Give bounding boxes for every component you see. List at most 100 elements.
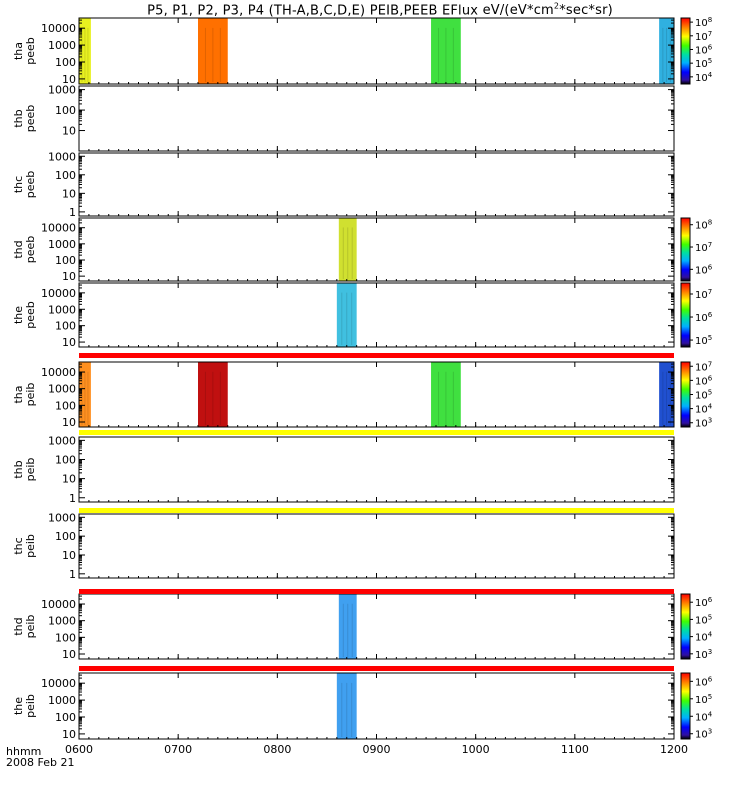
the_peib-band-0 <box>336 673 357 739</box>
thd_peeb-band-0 <box>338 218 357 281</box>
thd_peib-ytick-label-2: 1000 <box>48 615 76 628</box>
thb_peib-ytick-label-3: 1000 <box>48 434 76 447</box>
the_peib-ytick-label-0: 10 <box>62 728 76 741</box>
tha_peeb-colorbar-label-3: 107 <box>695 30 712 43</box>
x-tick-label-0: 0600 <box>65 743 93 756</box>
thc_peib-ytick-label-0: 1 <box>69 568 76 581</box>
thc_peib-ylabel-1: peib <box>24 534 37 558</box>
x-tick-label-5: 1100 <box>561 743 589 756</box>
the_peeb-colorbar-label-0: 105 <box>695 334 712 347</box>
separator-bar-2 <box>79 508 674 513</box>
thb_peib-ylabel-0: thb <box>12 460 25 478</box>
the_peeb-band-0 <box>336 283 357 347</box>
title-units-sup: 2 <box>553 2 560 11</box>
tha_peib-ylabel-0: tha <box>12 385 25 403</box>
the_peeb-ylabel-1: peeb <box>24 301 37 329</box>
the_peib-ytick-label-1: 100 <box>55 711 76 724</box>
tha_peeb-ytick-label-3: 10000 <box>41 22 76 35</box>
thc_peeb-ylabel-0: thc <box>12 176 25 193</box>
title-probes: P5, P1, P2, P3, P4 <box>147 3 265 19</box>
tha_peib-colorbar-label-3: 106 <box>695 374 713 387</box>
the_peeb-ytick-label-3: 10000 <box>41 287 76 300</box>
thb_peeb-ylabel-1: peeb <box>24 105 37 133</box>
the_peib-ylabel-0: the <box>12 697 25 715</box>
tha_peeb-ylabel-1: peeb <box>24 37 37 65</box>
tha_peib-colorbar-label-2: 105 <box>695 389 712 402</box>
tha_peib-ytick-label-2: 1000 <box>48 383 76 396</box>
thd_peeb-frame <box>78 217 675 282</box>
x-axis-label-date: 2008 Feb 21 <box>6 756 75 769</box>
x-tick-label-2: 0800 <box>263 743 291 756</box>
thb_peeb-frame <box>78 85 675 152</box>
the_peib-colorbar-label-0: 103 <box>695 728 712 741</box>
thc_peeb-frame <box>78 152 675 217</box>
tha_peeb-colorbar-label-1: 105 <box>695 57 712 70</box>
thd_peib-frame <box>78 593 675 660</box>
thb_peib-frame <box>78 436 675 503</box>
tha_peeb-colorbar-label-4: 108 <box>695 16 712 29</box>
the_peeb-ytick-label-2: 1000 <box>48 303 76 316</box>
thc_peeb-ytick-label-0: 1 <box>69 206 76 219</box>
thd_peeb-ytick-label-0: 10 <box>62 270 76 283</box>
the_peib-ylabel-1: peib <box>24 694 37 718</box>
title-units-suffix: *sec*sr) <box>559 3 613 19</box>
tha_peeb-colorbar-label-2: 106 <box>695 43 713 56</box>
tha_peib-colorbar-label-4: 107 <box>695 360 712 373</box>
tha_peib-colorbar-label-1: 104 <box>695 403 713 416</box>
the_peeb-colorbar-label-2: 107 <box>695 288 712 301</box>
the_peib-colorbar-label-1: 104 <box>695 710 713 723</box>
the_peeb-ytick-label-0: 10 <box>62 336 76 349</box>
tha_peeb-ytick-label-1: 100 <box>55 56 76 69</box>
the_peib-colorbar-label-3: 106 <box>695 675 713 688</box>
x-tick-label-1: 0700 <box>164 743 192 756</box>
thd_peib-colorbar-label-0: 103 <box>695 648 712 661</box>
thc_peeb-ytick-label-2: 100 <box>55 169 76 182</box>
thd_peib-colorbar <box>680 593 691 660</box>
tha_peib-ytick-label-3: 10000 <box>41 366 76 379</box>
tha_peib-colorbar-label-0: 103 <box>695 417 712 430</box>
the_peeb-colorbar-label-1: 106 <box>695 311 713 324</box>
thd_peib-band-0 <box>338 594 357 659</box>
the_peeb-colorbar <box>680 282 691 348</box>
the_peeb-ylabel-0: the <box>12 306 25 324</box>
thd_peib-ytick-label-3: 10000 <box>41 598 76 611</box>
tha_peeb-band-0 <box>79 18 91 84</box>
title-units: eV/(eV*cm2*sec*sr) <box>482 2 613 19</box>
thd_peeb-ytick-label-1: 100 <box>55 254 76 267</box>
the_peib-frame <box>78 672 675 740</box>
thb_peib-ytick-label-2: 100 <box>55 453 76 466</box>
tha_peib-colorbar <box>680 361 691 428</box>
the_peeb-frame <box>78 282 675 348</box>
separator-bar-4 <box>79 666 674 671</box>
thd_peib-colorbar-label-2: 105 <box>695 613 712 626</box>
thb_peeb-ytick-label-0: 10 <box>62 125 76 138</box>
title-instruments: PEIB,PEEB <box>369 3 438 19</box>
thd_peeb-colorbar-label-1: 107 <box>695 241 712 254</box>
tha_peib-band-0 <box>79 362 91 427</box>
the_peib-colorbar-label-2: 105 <box>695 693 712 706</box>
x-tick-label-6: 1200 <box>660 743 688 756</box>
separator-bar-3 <box>79 589 674 594</box>
thd_peib-ytick-label-1: 100 <box>55 631 76 644</box>
title-units-prefix: eV/(eV*cm <box>482 3 554 19</box>
x-axis-label-hhmm: hhmm <box>6 745 42 758</box>
x-tick-label-4: 1000 <box>462 743 490 756</box>
tha_peeb-ytick-label-2: 1000 <box>48 39 76 52</box>
thc_peib-ytick-label-3: 1000 <box>48 511 76 524</box>
the_peib-colorbar <box>680 672 691 740</box>
the_peeb-ytick-label-1: 100 <box>55 320 76 333</box>
thd_peeb-colorbar <box>680 217 691 282</box>
tha_peeb-colorbar-label-0: 104 <box>695 71 713 84</box>
title-quantity: EFlux <box>441 3 479 19</box>
separator-bar-1 <box>79 430 674 435</box>
the_peib-ytick-label-2: 1000 <box>48 694 76 707</box>
thc_peib-frame <box>78 513 675 579</box>
thb_peeb-ytick-label-1: 100 <box>55 104 76 117</box>
tha_peeb-band-2 <box>431 18 461 84</box>
tha_peib-ytick-label-1: 100 <box>55 399 76 412</box>
thc_peib-ylabel-0: thc <box>12 537 25 554</box>
thd_peeb-ylabel-0: thd <box>12 240 25 258</box>
tha_peib-band-2 <box>431 362 461 427</box>
thd_peeb-ytick-label-3: 10000 <box>41 222 76 235</box>
